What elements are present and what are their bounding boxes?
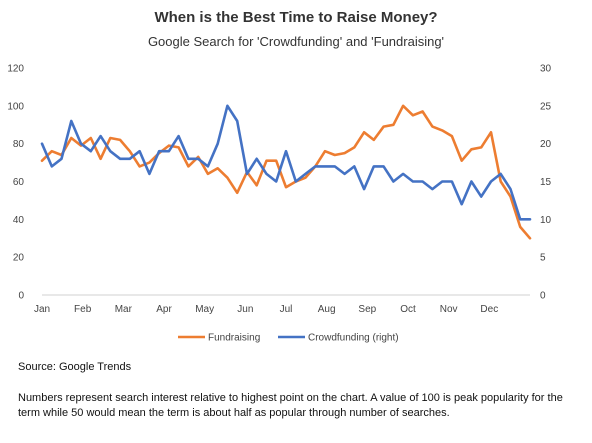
x-tick-label: Apr [156, 304, 172, 315]
series-layer [40, 104, 532, 240]
x-tick-label: Jun [237, 304, 253, 315]
series-line-fundraising [40, 104, 532, 240]
y-right-tick-label: 15 [540, 177, 552, 188]
x-tick-label: Dec [480, 304, 498, 315]
source-note: Source: Google Trends [18, 361, 132, 373]
y-left-tick-label: 100 [7, 101, 24, 112]
y-right-tick-label: 25 [540, 101, 552, 112]
x-tick-label: Mar [115, 304, 133, 315]
axis-layer: 0 20 40 60 80 100 120 0 5 10 15 20 25 30 Jan Feb Mar Apr M… [7, 64, 551, 316]
x-tick-label: Aug [318, 304, 336, 315]
y-left-tick-label: 40 [13, 215, 25, 226]
x-tick-label: Jul [280, 304, 293, 315]
y-left-tick-label: 80 [13, 139, 25, 150]
legend-label: Fundraising [208, 333, 260, 344]
y-right-tick-label: 20 [540, 139, 552, 150]
y-left-tick-label: 60 [13, 177, 25, 188]
legend-label: Crowdfunding (right) [308, 333, 399, 344]
y-left-tick-label: 0 [18, 291, 24, 302]
chart-subtitle: Google Search for 'Crowdfunding' and 'Fu… [147, 34, 445, 49]
y-right-tick-label: 10 [540, 215, 552, 226]
y-left-tick-label: 120 [7, 64, 24, 75]
legend: Fundraising Crowdfunding (right) [178, 333, 399, 344]
x-tick-label: Sep [358, 304, 376, 315]
chart-title: When is the Best Time to Raise Money? [154, 9, 438, 26]
y-left-tick-label: 20 [13, 253, 25, 264]
y-right-tick-label: 30 [540, 64, 552, 75]
y-right-tick-label: 5 [540, 253, 546, 264]
y-right-tick-label: 0 [540, 291, 546, 302]
x-tick-label: May [195, 304, 214, 315]
series-line-crowdfunding [40, 104, 532, 221]
x-tick-label: Nov [440, 304, 458, 315]
x-tick-label: Feb [74, 304, 92, 315]
footnote: Numbers represent search interest relati… [18, 392, 563, 419]
x-tick-label: Jan [34, 304, 50, 315]
x-tick-label: Oct [400, 304, 416, 315]
